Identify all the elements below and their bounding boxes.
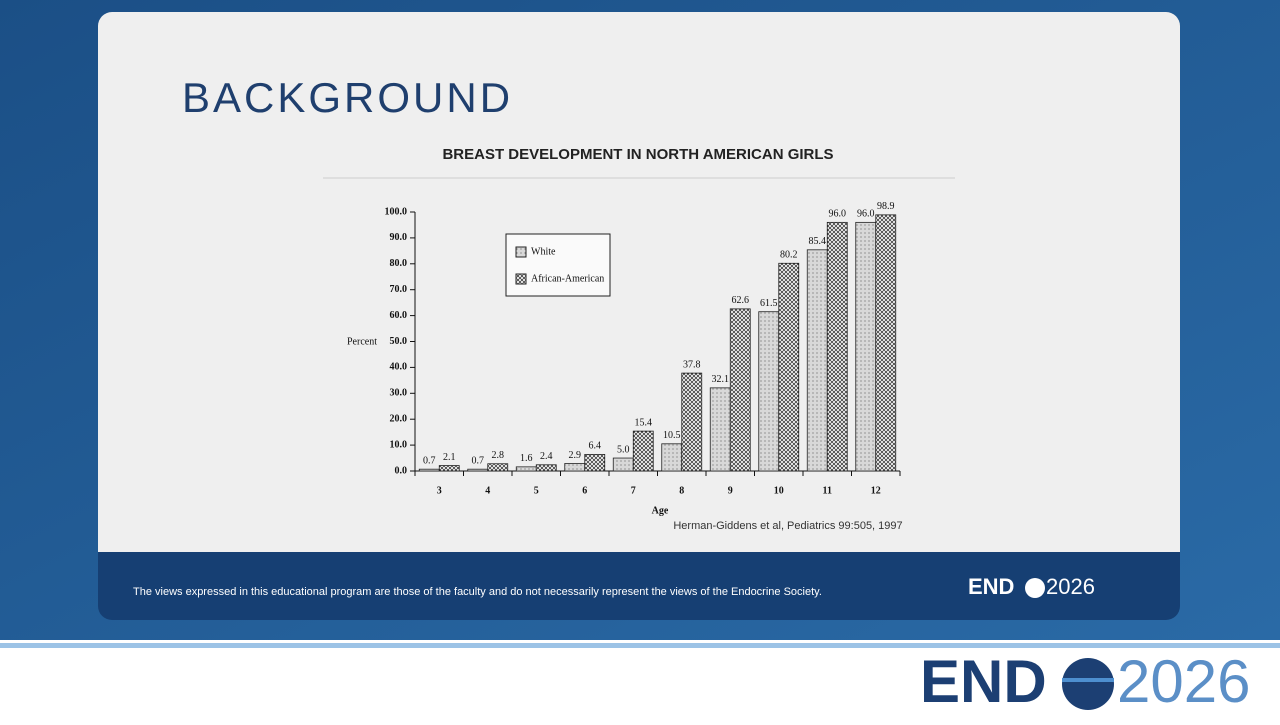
value-label: 1.6 [520, 453, 533, 464]
logo-left: END [968, 574, 1014, 599]
disclaimer: The views expressed in this educational … [133, 586, 822, 598]
bar [729, 308, 751, 472]
value-label: 37.8 [683, 359, 701, 370]
legend [505, 233, 611, 297]
legend-swatch [515, 246, 527, 258]
y-tick-label: 10.0 [390, 439, 408, 450]
x-tick-label: 6 [582, 485, 587, 496]
value-label: 2.1 [443, 452, 456, 463]
bar [467, 468, 489, 472]
logo-left: END [920, 648, 1047, 715]
bar [418, 468, 440, 472]
logo-right: 2026 [1046, 574, 1095, 599]
card [98, 12, 1180, 552]
x-tick-label: 8 [679, 485, 684, 496]
bar [681, 372, 703, 472]
x-tick-label: 11 [823, 485, 832, 496]
bar [709, 387, 731, 472]
logo-globe [1025, 578, 1045, 598]
y-tick-label: 100.0 [385, 206, 408, 217]
x-axis-label: Age [652, 505, 669, 516]
y-tick-label: 50.0 [390, 336, 408, 347]
legend-label: White [531, 246, 556, 257]
value-label: 62.6 [732, 295, 750, 306]
value-label: 80.2 [780, 250, 798, 261]
chart: 0.0 10.0 20.0 30.0 40.0 50.0 60.0 70.0 80.0 90.0 1… [385, 201, 901, 496]
value-label: 0.7 [472, 455, 485, 466]
bar [778, 262, 800, 472]
heading: BACKGROUND [182, 74, 513, 121]
x-tick-label: 9 [728, 485, 733, 496]
value-label: 61.5 [760, 298, 778, 309]
x-tick-label: 7 [631, 485, 636, 496]
bar [535, 464, 557, 472]
legend-swatch [515, 273, 527, 285]
divider [0, 643, 1280, 648]
y-tick-label: 60.0 [390, 310, 408, 321]
chart-title: BREAST DEVELOPMENT IN NORTH AMERICAN GIR… [442, 146, 833, 163]
small-logo: END 2026 [968, 574, 1095, 599]
y-tick-label: 70.0 [390, 284, 408, 295]
x-tick-label: 3 [437, 485, 442, 496]
bar [661, 443, 683, 472]
bar [438, 465, 460, 472]
bar [806, 249, 828, 472]
bar [758, 311, 780, 472]
bar [487, 463, 509, 472]
y-tick-label: 0.0 [395, 465, 408, 476]
value-label: 10.5 [663, 430, 681, 441]
bar [564, 463, 586, 472]
value-label: 6.4 [589, 441, 602, 452]
bar [612, 457, 634, 472]
logo-globe-band [1062, 678, 1114, 682]
bar [826, 221, 848, 472]
y-axis-label: Percent [347, 336, 377, 347]
bar [515, 466, 537, 472]
y-tick-label: 30.0 [390, 388, 408, 399]
value-label: 98.9 [877, 201, 895, 212]
big-logo: END 2026 [920, 648, 1250, 715]
value-label: 2.9 [569, 450, 582, 461]
value-label: 5.0 [617, 444, 630, 455]
logo-globe [1062, 658, 1114, 710]
value-label: 96.0 [829, 209, 847, 220]
value-label: 32.1 [712, 374, 730, 385]
value-label: 2.8 [492, 450, 505, 461]
value-label: 2.4 [540, 451, 553, 462]
value-label: 85.4 [809, 236, 827, 247]
value-label: 15.4 [635, 417, 653, 428]
bar [875, 214, 897, 472]
x-tick-label: 12 [871, 485, 881, 496]
source: Herman-Giddens et al, Pediatrics 99:505,… [673, 520, 902, 532]
y-tick-label: 20.0 [390, 413, 408, 424]
y-tick-label: 90.0 [390, 232, 408, 243]
logo-right: 2026 [1117, 648, 1250, 715]
y-tick-label: 40.0 [390, 362, 408, 373]
x-tick-label: 10 [774, 485, 784, 496]
x-tick-label: 5 [534, 485, 539, 496]
bar [632, 430, 654, 472]
x-tick-label: 4 [485, 485, 490, 496]
value-label: 0.7 [423, 455, 436, 466]
bar [584, 454, 606, 472]
legend-label: African-American [531, 273, 604, 284]
bar [855, 221, 877, 472]
y-tick-label: 80.0 [390, 258, 408, 269]
value-label: 96.0 [857, 209, 875, 220]
